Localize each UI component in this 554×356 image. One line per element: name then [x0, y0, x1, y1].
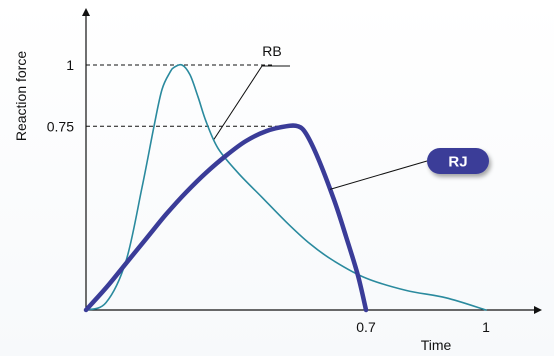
y-tick-label: 1: [66, 57, 74, 73]
y-tick-label: 0.75: [47, 118, 74, 134]
annotation-badge-rj: [427, 148, 489, 174]
guide-lines: [86, 64, 298, 127]
x-axis-label: Time: [421, 337, 452, 353]
series-line-rb: [85, 63, 487, 311]
annotation-leader-rb: [213, 65, 290, 140]
annotation-label-rb: RB: [262, 43, 281, 59]
series-line-rj: [83, 123, 369, 313]
series-layer: [83, 63, 487, 313]
y-axis-label: Reaction force: [13, 51, 29, 141]
annotation-label-rj: RJ: [448, 154, 467, 171]
tick-labels: 1 0.75 0.7 1: [47, 57, 490, 335]
x-tick-label: 0.7: [356, 319, 376, 335]
x-tick-label: 1: [482, 319, 490, 335]
annotation-layer: RB RJ: [213, 43, 489, 190]
annotation-leader-rj: [329, 160, 428, 190]
